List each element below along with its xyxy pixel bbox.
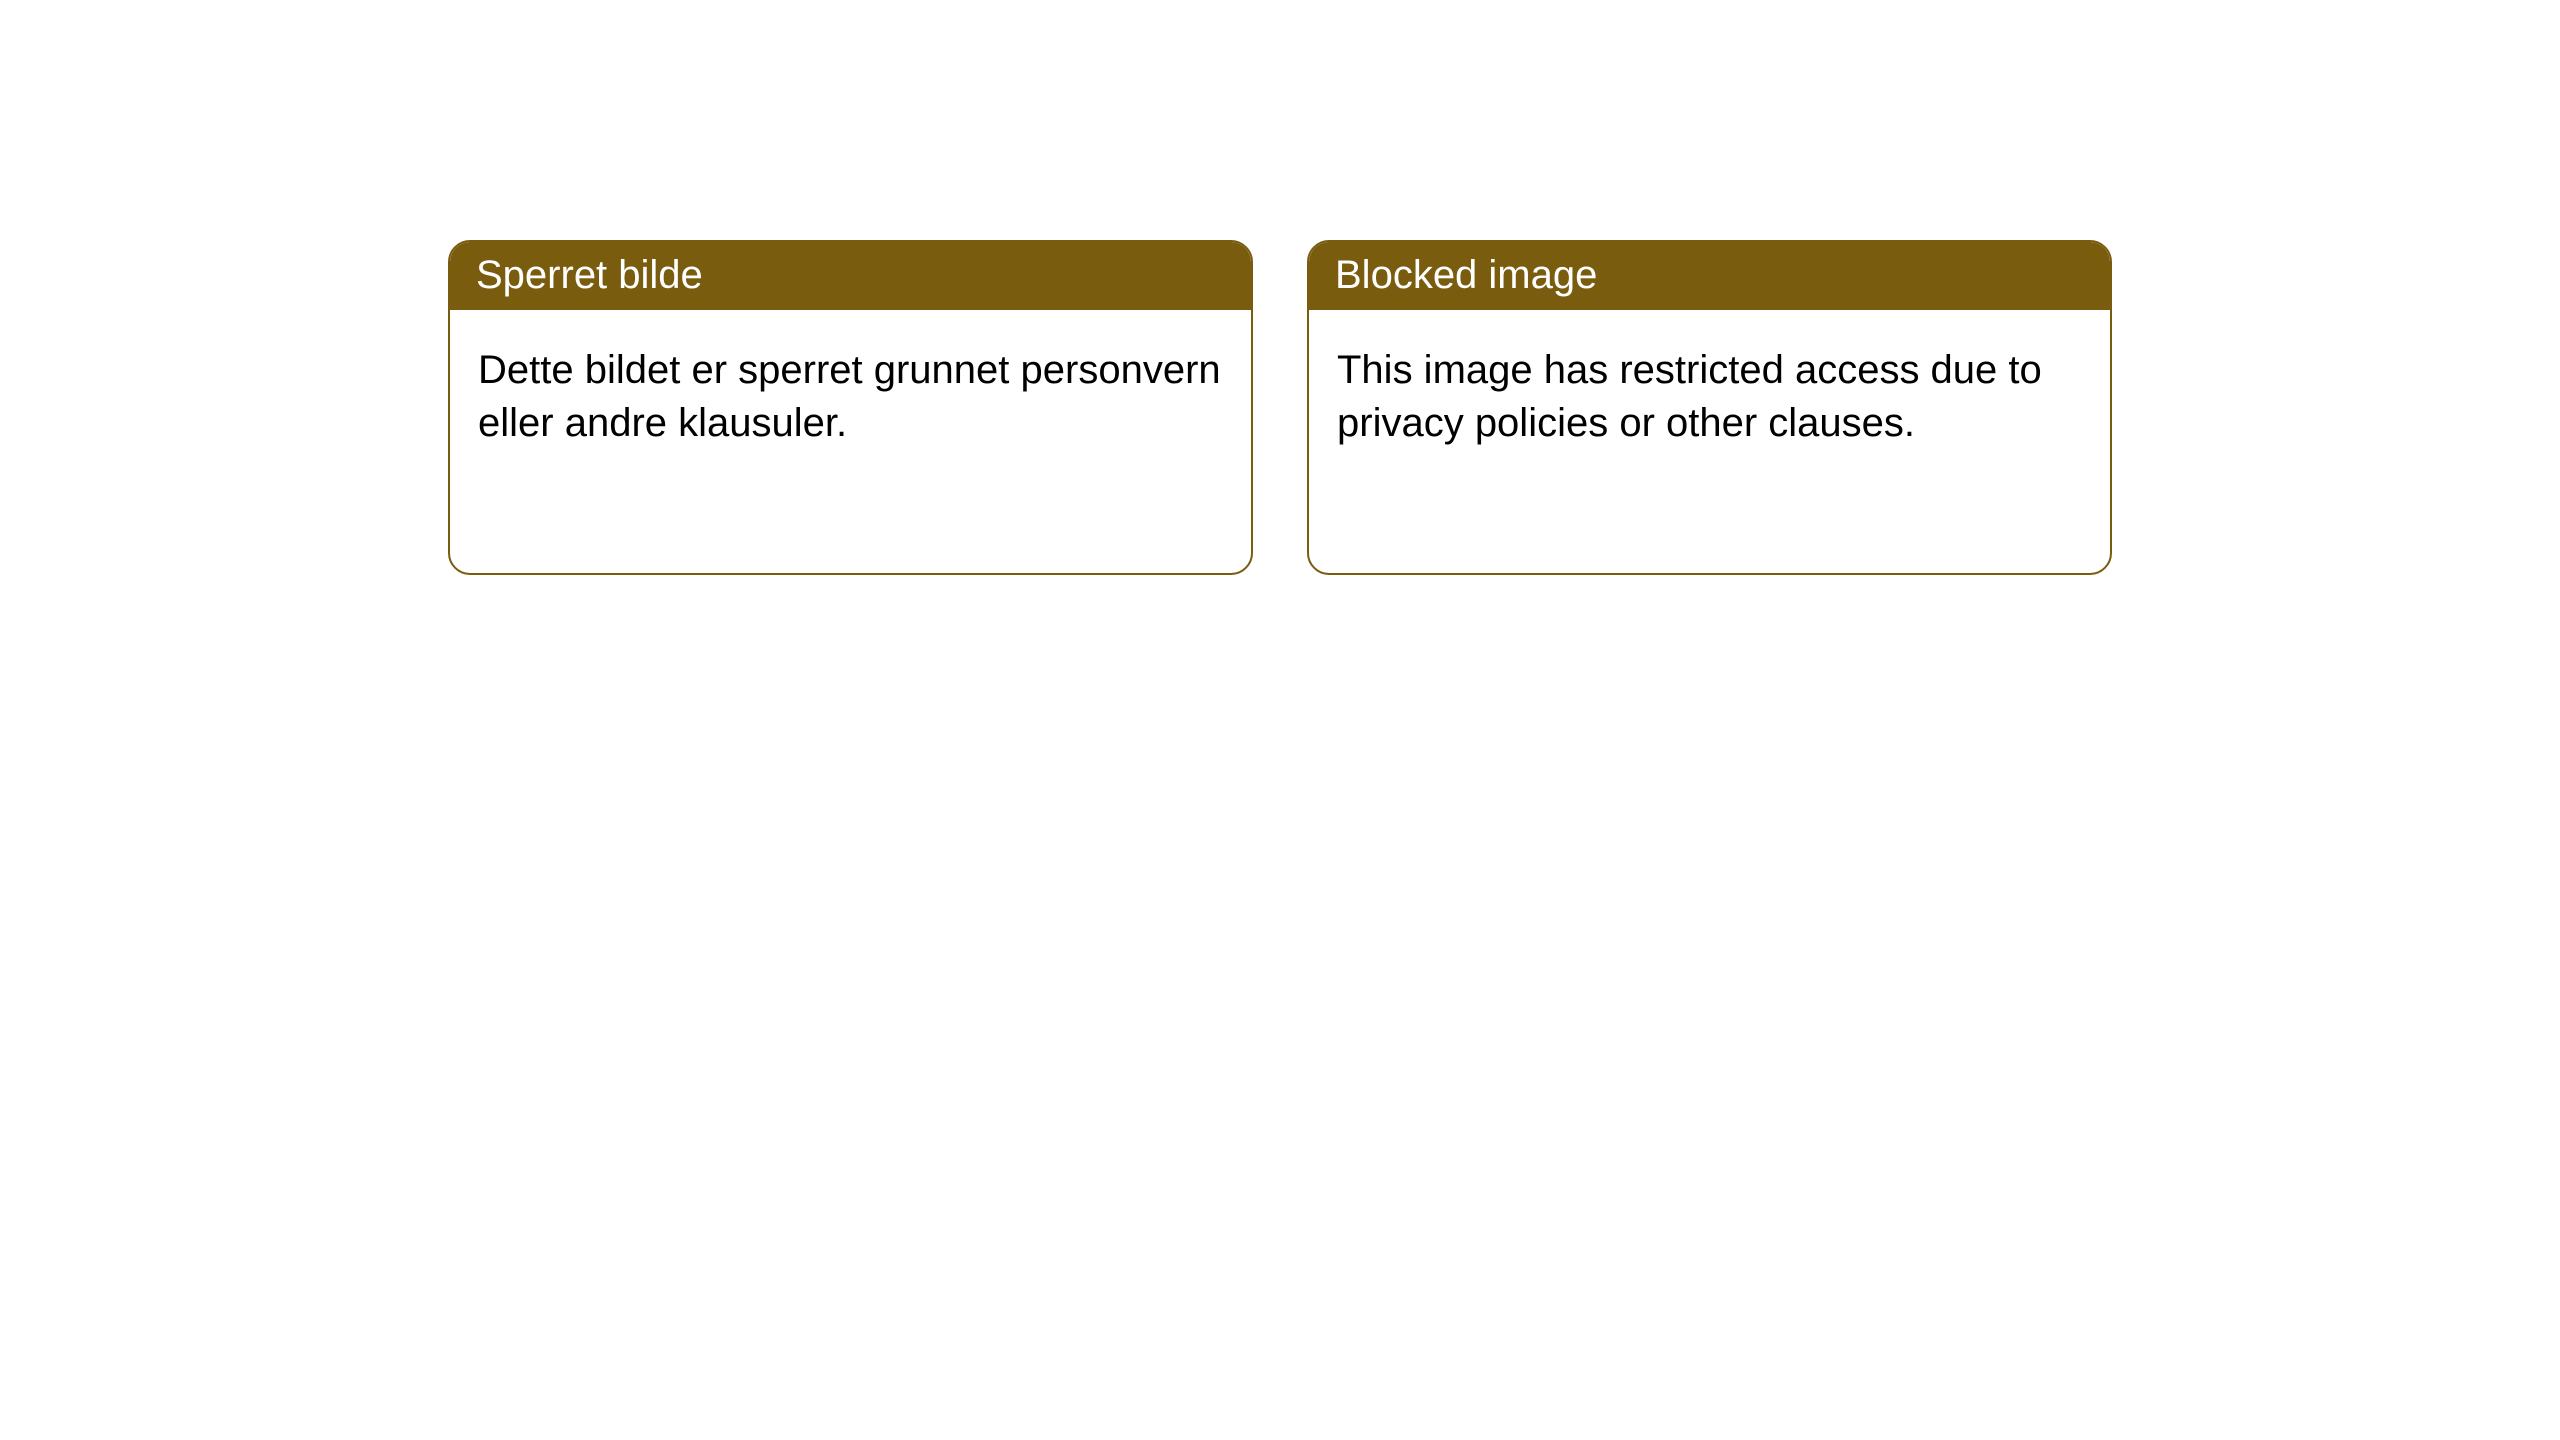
notice-card-norwegian: Sperret bilde Dette bildet er sperret gr… <box>448 240 1253 575</box>
notice-card-title: Blocked image <box>1309 242 2110 310</box>
notice-card-english: Blocked image This image has restricted … <box>1307 240 2112 575</box>
notice-card-body: This image has restricted access due to … <box>1309 310 2110 478</box>
notice-container: Sperret bilde Dette bildet er sperret gr… <box>0 0 2560 575</box>
notice-card-body: Dette bildet er sperret grunnet personve… <box>450 310 1251 478</box>
notice-card-title: Sperret bilde <box>450 242 1251 310</box>
